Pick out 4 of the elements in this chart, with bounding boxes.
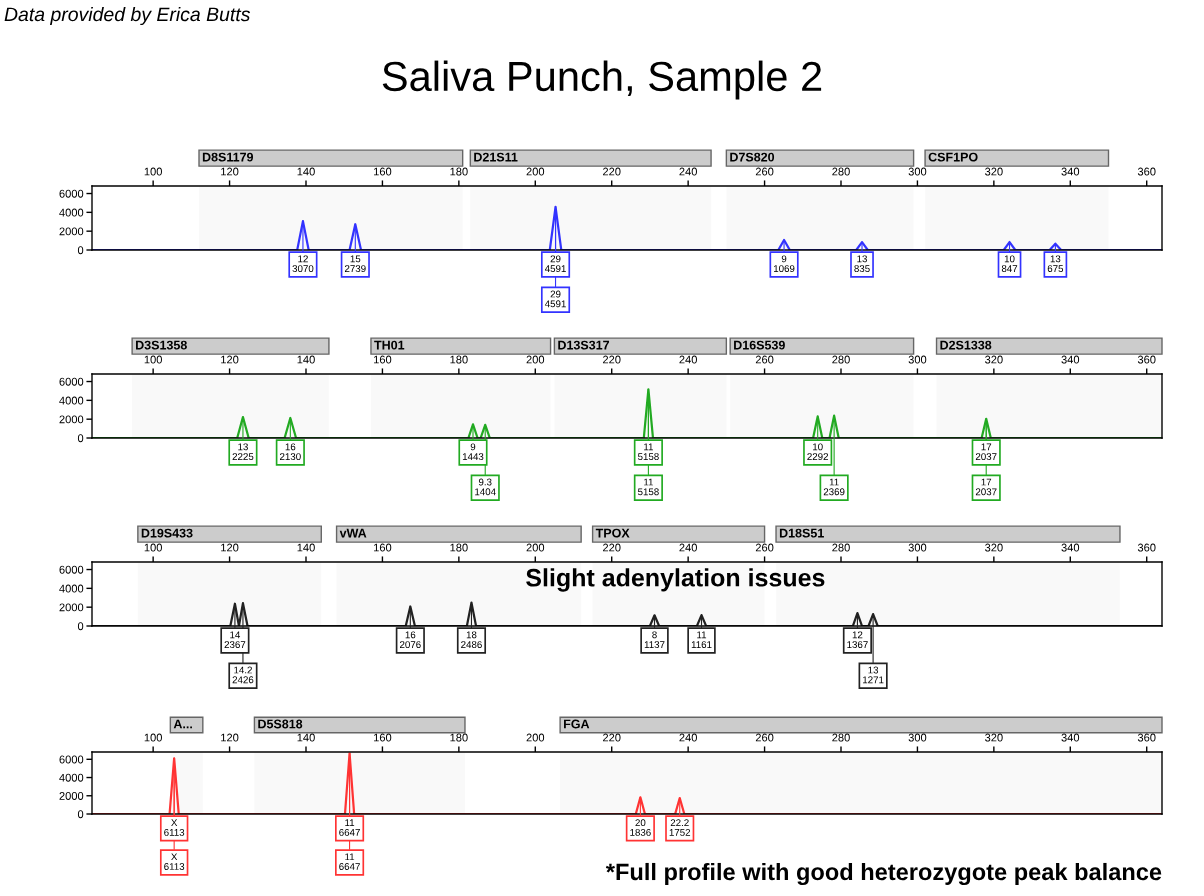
annotation: Slight adenylation issues	[526, 568, 825, 592]
chart-title: Saliva Punch, Sample 2	[382, 60, 822, 100]
text: Data provided by Erica Butts	[4, 6, 251, 26]
text: *Full profile with good heterozygote peak balance	[605, 862, 1162, 886]
